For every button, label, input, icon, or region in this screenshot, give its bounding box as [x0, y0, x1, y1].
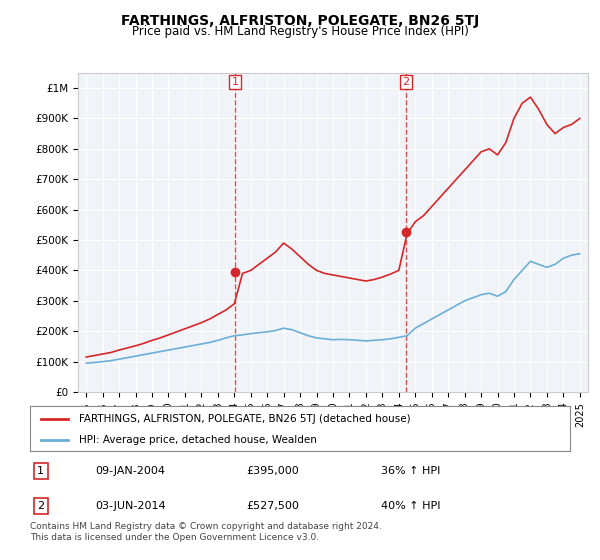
Text: Contains HM Land Registry data © Crown copyright and database right 2024.: Contains HM Land Registry data © Crown c… [30, 522, 382, 531]
Text: 2: 2 [37, 501, 44, 511]
Text: 03-JUN-2014: 03-JUN-2014 [95, 501, 166, 511]
Text: 36% ↑ HPI: 36% ↑ HPI [381, 466, 440, 476]
Text: 40% ↑ HPI: 40% ↑ HPI [381, 501, 440, 511]
Text: This data is licensed under the Open Government Licence v3.0.: This data is licensed under the Open Gov… [30, 533, 319, 543]
Text: HPI: Average price, detached house, Wealden: HPI: Average price, detached house, Weal… [79, 435, 316, 445]
Text: 1: 1 [232, 77, 238, 87]
Text: FARTHINGS, ALFRISTON, POLEGATE, BN26 5TJ: FARTHINGS, ALFRISTON, POLEGATE, BN26 5TJ [121, 14, 479, 28]
Text: Price paid vs. HM Land Registry's House Price Index (HPI): Price paid vs. HM Land Registry's House … [131, 25, 469, 38]
Text: £527,500: £527,500 [246, 501, 299, 511]
Text: FARTHINGS, ALFRISTON, POLEGATE, BN26 5TJ (detached house): FARTHINGS, ALFRISTON, POLEGATE, BN26 5TJ… [79, 413, 410, 423]
Text: 1: 1 [37, 466, 44, 476]
Text: 09-JAN-2004: 09-JAN-2004 [95, 466, 165, 476]
Text: £395,000: £395,000 [246, 466, 299, 476]
Text: 2: 2 [402, 77, 409, 87]
